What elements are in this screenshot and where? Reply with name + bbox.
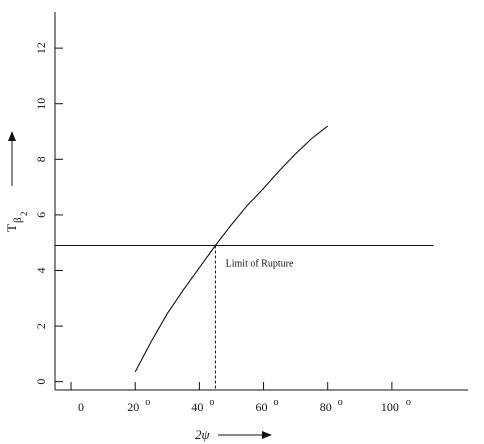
y-tick-label-4: 4 [34, 267, 48, 273]
x-arrow-head [262, 431, 272, 439]
x-tick-degree-20: o [145, 397, 150, 408]
x-tick-label-40: 40 [191, 400, 203, 414]
axes [54, 12, 468, 391]
y-tick-label-0: 0 [34, 379, 48, 385]
x-tick-label-80: 80 [320, 400, 332, 414]
y-tick-label-2: 2 [34, 323, 48, 329]
y-axis-title: T β 2 [4, 212, 29, 233]
y-axis-title-main: T [4, 224, 19, 232]
x-tick-degree-60: o [274, 397, 279, 408]
y-tick-label-6: 6 [34, 212, 48, 218]
x-tick-degree-100: o [406, 397, 411, 408]
x-axis-title: 2ψ [195, 427, 211, 442]
x-tick-degree-80: o [338, 397, 343, 408]
y-axis-title-subsub: 2 [19, 212, 29, 217]
y-tick-label-12: 12 [34, 42, 48, 54]
y-tick-label-10: 10 [34, 98, 48, 110]
y-axis-arrow [8, 131, 16, 186]
marks [55, 125, 434, 390]
x-tick-label-20: 20 [127, 400, 139, 414]
ticks: 0 2 4 6 8 10 12 0 20 o 40 o 60 o 80 o 100 o [34, 42, 411, 414]
x-tick-label-0: 0 [78, 400, 84, 414]
x-axis-arrow [218, 431, 272, 439]
annotation-limit-of-rupture: Limit of Rupture [226, 259, 294, 270]
y-axis-title-sub: β [12, 217, 24, 223]
y-tick-label-8: 8 [34, 156, 48, 162]
x-tick-label-100: 100 [381, 400, 399, 414]
y-arrow-head [8, 131, 16, 141]
x-tick-label-60: 60 [256, 400, 268, 414]
series-curve [134, 125, 329, 373]
x-tick-degree-40: o [209, 397, 214, 408]
